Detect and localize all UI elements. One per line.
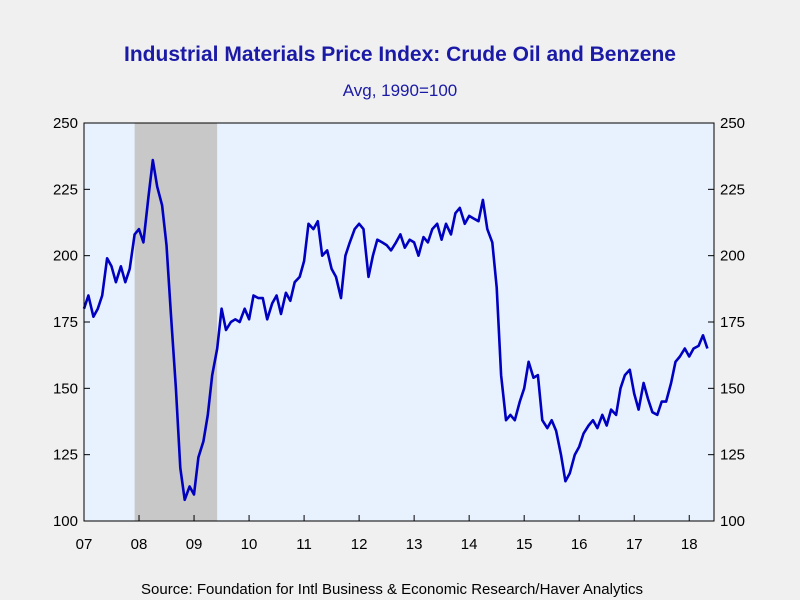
- x-tick-label-08: 08: [131, 536, 148, 553]
- x-tick-label-17: 17: [626, 536, 643, 553]
- x-axis: 07 08 09 10 11 12 13 14 15 16 17 18: [76, 515, 698, 553]
- x-tick-label-12: 12: [351, 536, 368, 553]
- y-tick-label-right-250: 250: [720, 115, 745, 132]
- y-tick-label-right-225: 225: [720, 181, 745, 198]
- recession-band-0: [134, 123, 218, 521]
- x-tick-label-13: 13: [406, 536, 423, 553]
- series-line-0: [82, 158, 709, 502]
- y-tick-label-right-175: 175: [720, 314, 745, 331]
- y-tick-label-left-100: 100: [53, 513, 78, 530]
- x-tick-label-11: 11: [296, 536, 312, 553]
- y-tick-label-left-250: 250: [53, 115, 78, 132]
- y-tick-label-left-150: 150: [53, 380, 78, 397]
- x-tick-label-18: 18: [681, 536, 698, 553]
- y-tick-label-left-200: 200: [53, 248, 78, 265]
- chart-title: Industrial Materials Price Index: Crude …: [124, 43, 676, 66]
- y-tick-label-right-200: 200: [720, 248, 745, 265]
- y-tick-label-right-100: 100: [720, 513, 745, 530]
- recession-shading-layer: [134, 123, 218, 521]
- series-layer: [82, 158, 709, 502]
- y-tick-label-left-225: 225: [53, 181, 78, 198]
- x-tick-label-09: 09: [186, 536, 203, 553]
- y-tick-label-left-175: 175: [53, 314, 78, 331]
- y-tick-label-right-150: 150: [720, 380, 745, 397]
- y-axis: 100 100 125 125 150 150 175 175 200 200 225 225 250 2…: [53, 115, 745, 530]
- chart-subtitle: Avg, 1990=100: [343, 81, 458, 100]
- source-note: Source: Foundation for Intl Business & E…: [141, 581, 643, 598]
- x-tick-label-15: 15: [516, 536, 533, 553]
- x-tick-label-14: 14: [461, 536, 478, 553]
- x-tick-label-07: 07: [76, 536, 93, 553]
- x-tick-label-16: 16: [571, 536, 588, 553]
- x-tick-label-10: 10: [241, 536, 258, 553]
- y-tick-label-right-125: 125: [720, 447, 745, 464]
- y-tick-label-left-125: 125: [53, 447, 78, 464]
